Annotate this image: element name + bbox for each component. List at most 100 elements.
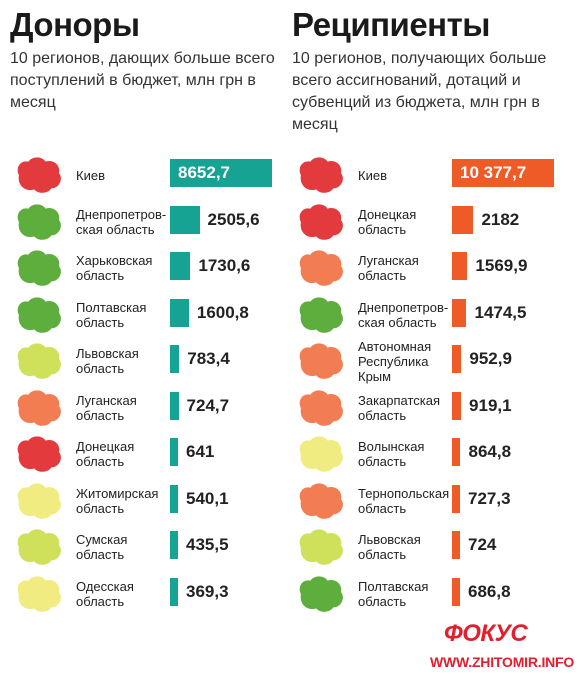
- region-name: Донецкая область: [358, 206, 417, 237]
- bar: [452, 345, 462, 373]
- bar: [170, 298, 189, 327]
- region-name: Днепропетров- ская область: [358, 299, 449, 330]
- bar-value-label: 1569,9: [475, 256, 528, 275]
- bar-row: Закарпатская область 919,1: [292, 385, 582, 431]
- bar-value-label: 783,4: [187, 349, 230, 368]
- region-map-icon: [17, 343, 61, 379]
- bar-value-label: 686,8: [468, 581, 511, 601]
- region-map-icon: [299, 482, 343, 519]
- bar-value-label: 8652,7: [178, 163, 230, 182]
- region-map-icon: [299, 296, 343, 333]
- region-map-icon: [17, 250, 61, 286]
- donors-title: Доноры: [10, 6, 140, 43]
- bar: [170, 252, 191, 280]
- bar-row: Киев 10 377,7: [292, 152, 582, 198]
- bar: [170, 159, 272, 187]
- region-name: Полтавская область: [76, 299, 147, 330]
- region-map-icon: [299, 529, 343, 565]
- bar-row: Одесская область 369,3: [10, 571, 300, 617]
- region-name: Львовская область: [358, 532, 421, 562]
- bar-value-label: 724: [468, 535, 497, 554]
- bar-row: Львовская область 724: [292, 524, 582, 570]
- region-map-icon: [299, 157, 343, 193]
- bar-value-label: 727,3: [468, 488, 511, 508]
- region-name: Тернопольская область: [358, 485, 450, 516]
- region-name: Волынская область: [358, 439, 425, 469]
- fokus-logo: ФОКУС: [444, 620, 528, 647]
- region-name: Киев: [358, 167, 387, 183]
- region-map-icon: [17, 575, 61, 612]
- bar-value-label: 919,1: [469, 395, 512, 415]
- region-map-icon: [17, 203, 61, 240]
- region-map-icon: [299, 203, 343, 240]
- region-name: Полтавская область: [358, 578, 429, 609]
- bar-row: Тернопольская область 727,3: [292, 478, 582, 524]
- bar: [452, 391, 462, 420]
- bar: [452, 159, 554, 187]
- bar-row: Львовская область 783,4: [10, 338, 300, 384]
- bar-value-label: 952,9: [469, 349, 512, 368]
- bar-value-label: 369,3: [186, 581, 229, 601]
- bar-row: Донецкая область 641: [10, 431, 300, 477]
- bar: [452, 531, 460, 559]
- bar: [170, 345, 180, 373]
- bar-row: Киев 8652,7: [10, 152, 300, 198]
- bar-value-label: 540,1: [186, 488, 229, 508]
- bar-row: Днепропетров- ская область 2505,6: [10, 199, 300, 245]
- bar-row: Днепропетров- ская область 1474,5: [292, 292, 582, 338]
- region-name: Житомирская область: [76, 485, 159, 516]
- bar: [452, 298, 467, 327]
- bar-value-label: 724,7: [186, 395, 230, 415]
- bar: [170, 531, 178, 559]
- region-map-icon: [17, 482, 61, 519]
- region-name: Киев: [76, 167, 105, 183]
- bar: [452, 205, 474, 234]
- bar-value-label: 2182: [481, 209, 520, 229]
- donors-subtitle: 10 регионов, дающих больше всего поступл…: [10, 50, 275, 111]
- region-map-icon: [17, 389, 61, 426]
- bar: [170, 391, 179, 420]
- bar-row: Луганская область 1569,9: [292, 245, 582, 291]
- bar-value-label: 435,5: [186, 535, 229, 554]
- bar-row: Луганская область 724,7: [10, 385, 300, 431]
- donors-bar-list: Киев 8652,7 Днепропетров- ская область 2505…: [10, 152, 300, 622]
- bar-row: Полтавская область 686,8: [292, 571, 582, 617]
- region-name: Луганская область: [76, 392, 137, 423]
- bar-row: Полтавская область 1600,8: [10, 292, 300, 338]
- region-name: Закарпатская область: [358, 392, 441, 423]
- bar: [452, 252, 468, 280]
- region-name: Одесская область: [76, 578, 134, 609]
- region-name: Луганская область: [358, 253, 419, 283]
- recipients-title: Реципиенты: [292, 6, 490, 43]
- region-map-icon: [299, 250, 343, 286]
- region-name: Днепропетров- ская область: [76, 206, 167, 237]
- bar-value-label: 1600,8: [196, 302, 249, 322]
- bar: [170, 438, 178, 466]
- region-name: Автономная Республика Крым: [358, 338, 432, 384]
- bar-row: Харьковская область 1730,6: [10, 245, 300, 291]
- bar-row: Сумская область 435,5: [10, 524, 300, 570]
- bar-value-label: 10 377,7: [460, 163, 527, 182]
- bar: [170, 484, 178, 513]
- bar-value-label: 864,8: [468, 442, 512, 461]
- bar-value-label: 1730,6: [198, 256, 251, 275]
- region-map-icon: [17, 436, 61, 472]
- region-map-icon: [17, 296, 61, 333]
- region-map-icon: [299, 389, 343, 426]
- bar: [452, 438, 461, 466]
- region-name: Львовская область: [76, 346, 139, 376]
- region-map-icon: [17, 157, 61, 193]
- bar: [170, 577, 178, 606]
- region-name: Харьковская область: [76, 253, 153, 283]
- donors-panel: Доноры 10 регионов, дающих больше всего …: [10, 0, 300, 640]
- region-name: Донецкая область: [76, 439, 135, 469]
- recipients-bar-list: Киев 10 377,7 Донецкая область 2182 Луганска…: [292, 152, 582, 622]
- region-map-icon: [17, 529, 61, 565]
- bar-value-label: 2505,6: [207, 209, 260, 229]
- bar-row: Волынская область 864,8: [292, 431, 582, 477]
- bar-row: Автономная Республика Крым 952,9: [292, 338, 582, 384]
- bar-row: Донецкая область 2182: [292, 199, 582, 245]
- bar: [452, 577, 460, 606]
- bar: [170, 205, 200, 234]
- bar: [452, 484, 460, 513]
